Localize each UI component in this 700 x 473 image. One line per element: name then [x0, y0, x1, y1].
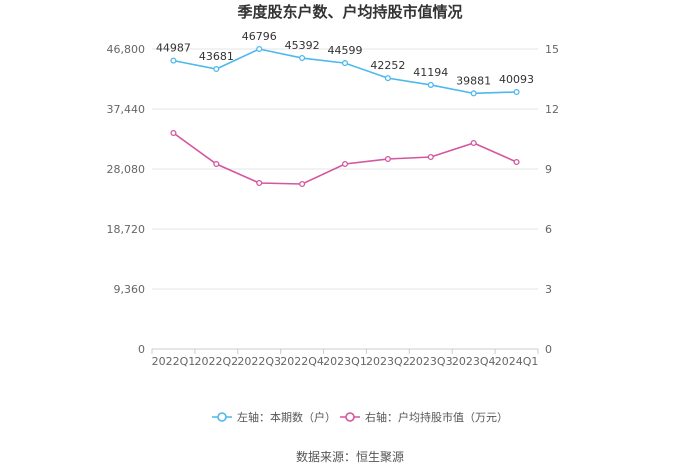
- data-point: [299, 180, 306, 188]
- x-tick-label: 2023Q3: [409, 355, 453, 368]
- left-tick-label: 18,720: [107, 223, 146, 236]
- data-point: [384, 155, 391, 163]
- legend-label[interactable]: 左轴：本期数（户）: [237, 410, 336, 424]
- data-point: [341, 60, 349, 67]
- grid: [152, 48, 538, 350]
- data-label: 44987: [156, 42, 191, 55]
- data-point: [213, 160, 220, 168]
- data-label: 46796: [242, 30, 277, 43]
- data-point: [513, 158, 520, 166]
- legend-marker-icon: [345, 412, 355, 422]
- x-tick-label: 2024Q1: [495, 355, 539, 368]
- x-tick-label: 2023Q2: [366, 355, 410, 368]
- legend-marker-icon: [217, 412, 227, 422]
- right-tick-label: 15: [545, 43, 559, 56]
- series-line-2: [172, 132, 517, 185]
- data-point: [256, 45, 263, 53]
- left-tick-label: 37,440: [107, 103, 146, 116]
- right-tick-label: 12: [545, 103, 559, 116]
- chart-title: 季度股东户数、户均持股市值情况: [237, 3, 462, 21]
- x-tick-label: 2022Q3: [237, 355, 281, 368]
- data-label: 44599: [328, 44, 363, 57]
- data-point: [427, 153, 434, 161]
- right-tick-label: 3: [545, 283, 552, 296]
- x-axis-ticks: 2022Q1 2022Q2 2022Q3 2022Q4 2023Q1 2023Q2 2023…: [151, 349, 539, 368]
- data-point: [427, 81, 434, 88]
- x-tick-label: 2023Q1: [323, 355, 367, 368]
- data-point: [513, 88, 520, 96]
- data-label: 40093: [499, 73, 534, 86]
- legend: 左轴：本期数（户） 右轴：户均持股市值（万元）: [212, 410, 508, 424]
- data-point: [213, 65, 220, 73]
- data-point: [470, 90, 477, 97]
- data-point: [470, 139, 477, 147]
- data-point: [170, 57, 177, 64]
- data-label: 43681: [199, 50, 234, 63]
- left-axis-ticks: 0 9,360 18,720 28,080 37,440 46,800: [107, 43, 146, 356]
- data-label: 45392: [285, 39, 320, 52]
- right-axis-ticks: 0 3 6 9 12 15: [545, 43, 559, 356]
- left-tick-label: 0: [138, 343, 145, 356]
- data-point: [384, 75, 391, 82]
- x-tick-label: 2023Q4: [452, 355, 496, 368]
- right-tick-label: 0: [545, 343, 552, 356]
- x-tick-label: 2022Q2: [195, 355, 239, 368]
- right-tick-label: 9: [545, 163, 552, 176]
- data-label: 39881: [456, 74, 491, 87]
- data-labels: 44987 43681 46796 45392 44599 42252 41194 39881…: [156, 30, 534, 87]
- legend-label[interactable]: 右轴：户均持股市值（万元）: [365, 410, 508, 424]
- x-tick-label: 2022Q4: [280, 355, 324, 368]
- series-lines: [170, 45, 520, 188]
- right-tick-label: 6: [545, 223, 552, 236]
- source-note: 数据来源：恒生聚源: [296, 449, 404, 464]
- left-tick-label: 46,800: [107, 43, 146, 56]
- left-tick-label: 9,360: [114, 283, 146, 296]
- x-tick-label: 2022Q1: [152, 355, 196, 368]
- data-label: 41194: [413, 66, 448, 79]
- data-point: [299, 54, 306, 62]
- data-point: [341, 160, 349, 168]
- left-tick-label: 28,080: [107, 163, 146, 176]
- data-point: [170, 129, 177, 137]
- data-label: 42252: [370, 59, 405, 72]
- data-point: [256, 179, 263, 187]
